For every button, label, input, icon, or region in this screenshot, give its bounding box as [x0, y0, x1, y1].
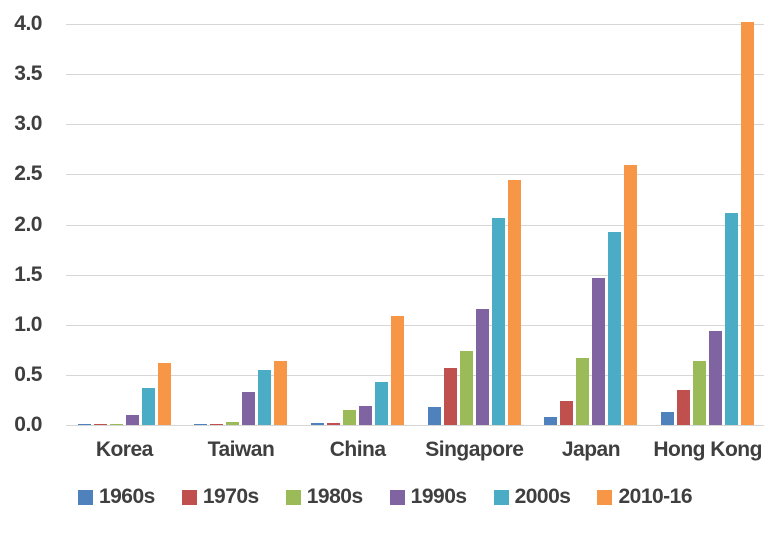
- plot-area: [66, 22, 766, 426]
- bar-1990s-taiwan: [242, 392, 256, 425]
- bar-1980s-hong-kong: [693, 361, 707, 425]
- bar-2010-16-singapore: [507, 180, 521, 425]
- bar-group-japan: [533, 24, 650, 425]
- x-axis-label-japan: Japan: [561, 438, 621, 461]
- gridline: [66, 74, 764, 76]
- x-axis-label-china: China: [329, 438, 386, 461]
- bar-2000s-singapore: [491, 218, 505, 425]
- bar-2010-16-korea: [157, 363, 171, 425]
- bar-group-china: [299, 24, 416, 425]
- y-axis-tick-label: 3.0: [14, 112, 42, 136]
- y-axis-tick-label: 2.5: [14, 162, 42, 186]
- y-axis-tick-label: 3.5: [14, 62, 42, 86]
- bar-1970s-singapore: [443, 368, 457, 425]
- bar-1970s-japan: [560, 401, 574, 425]
- bar-1990s-china: [359, 406, 373, 425]
- legend-swatch-2000s: [493, 489, 509, 505]
- bar-2010-16-hong-kong: [741, 22, 755, 425]
- bar-1970s-china: [327, 423, 341, 425]
- x-axis-label-hong-kong: Hong Kong: [653, 438, 762, 461]
- legend-item-1970s: 1970s: [181, 485, 259, 509]
- bar-1960s-korea: [77, 424, 91, 425]
- bar-group-taiwan: [183, 24, 300, 425]
- legend-swatch-1990s: [389, 489, 405, 505]
- bar-1970s-hong-kong: [677, 390, 691, 425]
- bar-1960s-japan: [544, 417, 558, 425]
- y-axis-tick-label: 1.5: [14, 262, 42, 286]
- legend-item-1960s: 1960s: [77, 485, 155, 509]
- legend-label-2010-16: 2010-16: [618, 485, 693, 508]
- y-axis-tick-label: 0.5: [14, 362, 42, 386]
- x-axis-label-taiwan: Taiwan: [207, 438, 275, 461]
- bar-2000s-hong-kong: [725, 213, 739, 425]
- bar-1960s-singapore: [427, 407, 441, 425]
- bar-1980s-singapore: [459, 351, 473, 425]
- bar-2000s-korea: [141, 388, 155, 425]
- bar-2000s-china: [375, 382, 389, 425]
- gridline: [66, 124, 764, 126]
- gridline: [66, 24, 764, 25]
- legend-item-1990s: 1990s: [389, 485, 467, 509]
- legend-swatch-2010-16: [597, 489, 613, 505]
- legend-label-1990s: 1990s: [410, 485, 467, 508]
- y-axis-tick-label: 4.0: [14, 12, 42, 35]
- gridline: [66, 425, 764, 426]
- bar-2000s-japan: [608, 232, 622, 425]
- bar-1990s-singapore: [475, 309, 489, 425]
- bar-group-hong-kong: [649, 22, 766, 425]
- gridline: [66, 324, 764, 326]
- x-axis-label-korea: Korea: [95, 438, 154, 461]
- bar-1980s-taiwan: [226, 422, 240, 425]
- bar-group-singapore: [416, 24, 533, 425]
- gridline: [66, 374, 764, 376]
- x-axis-label-singapore: Singapore: [425, 438, 524, 461]
- legend-item-2010-16: 2010-16: [597, 485, 693, 509]
- legend-item-1980s: 1980s: [285, 485, 363, 509]
- bar-1960s-china: [311, 423, 325, 425]
- bar-1990s-japan: [592, 278, 606, 425]
- x-axis: Korea Taiwan China Singapore Japan Hong Kong: [66, 438, 766, 468]
- bar-group-korea: [66, 24, 183, 425]
- gridline: [66, 224, 764, 226]
- legend-swatch-1980s: [285, 489, 301, 505]
- bar-1970s-korea: [93, 424, 107, 425]
- bar-1980s-japan: [576, 358, 590, 425]
- bar-2010-16-taiwan: [274, 361, 288, 425]
- legend-item-2000s: 2000s: [493, 485, 571, 509]
- bar-1980s-korea: [109, 424, 123, 425]
- y-axis: 0.0 0.5 1.0 1.5 2.0 2.5 3.0 3.5 4.0: [0, 12, 56, 436]
- bar-1990s-hong-kong: [709, 331, 723, 425]
- legend-label-1960s: 1960s: [98, 485, 155, 508]
- legend-swatch-1960s: [77, 489, 93, 505]
- y-axis-tick-label: 2.0: [14, 212, 42, 236]
- bar-2000s-taiwan: [258, 370, 272, 425]
- y-axis-tick-label: 1.0: [14, 312, 42, 336]
- gridline: [66, 274, 764, 276]
- bar-1990s-korea: [125, 415, 139, 425]
- bar-1970s-taiwan: [210, 424, 224, 425]
- bar-1960s-hong-kong: [661, 412, 675, 425]
- legend-label-2000s: 2000s: [514, 485, 571, 508]
- bar-2010-16-japan: [624, 165, 638, 425]
- y-axis-tick-label: 0.0: [14, 413, 42, 436]
- legend-label-1980s: 1980s: [306, 485, 363, 508]
- bar-1960s-taiwan: [194, 424, 208, 425]
- gridline: [66, 174, 764, 176]
- bar-1980s-china: [343, 410, 357, 425]
- bar-2010-16-china: [391, 316, 405, 425]
- legend-swatch-1970s: [181, 489, 197, 505]
- legend-label-1970s: 1970s: [202, 485, 259, 508]
- legend: 1960s 1970s 1980s 1990s 2000s 2010-16: [0, 485, 770, 509]
